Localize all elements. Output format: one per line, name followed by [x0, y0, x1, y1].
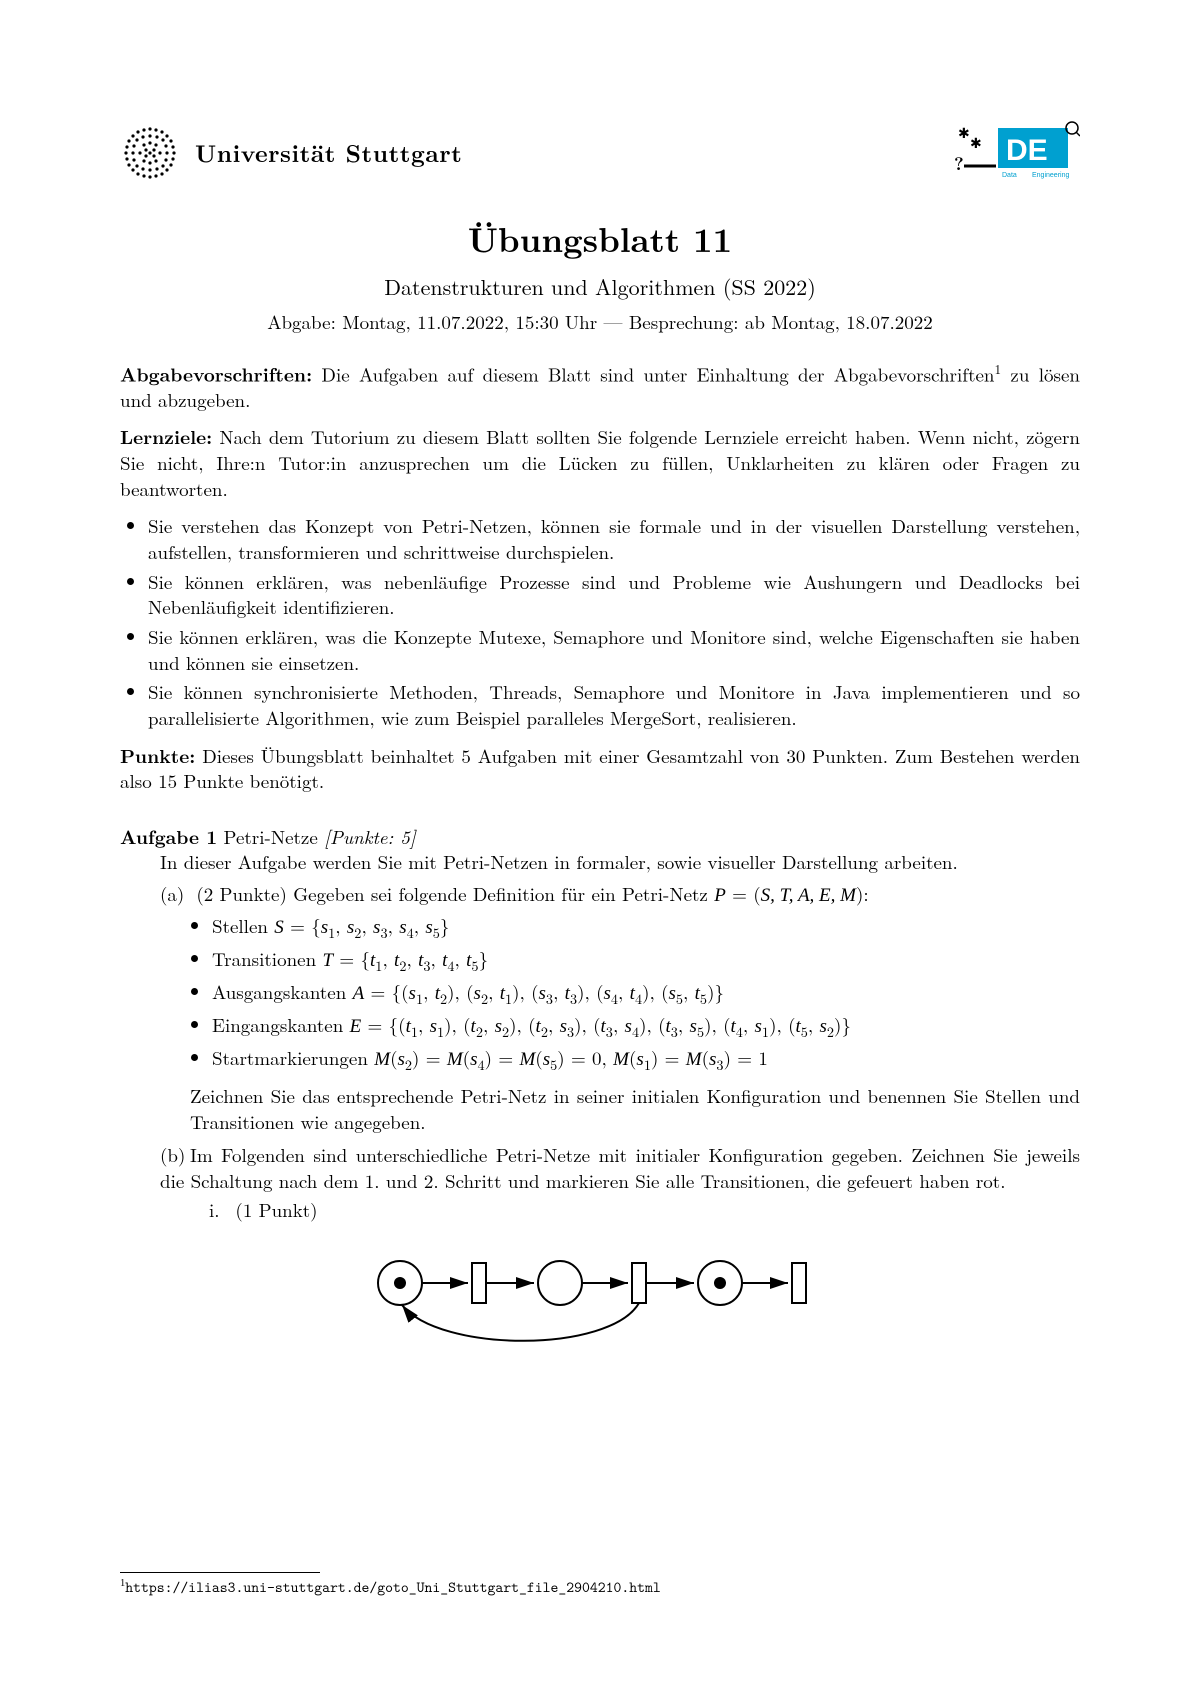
page-dates: Abgabe: Montag, 11.07.2022, 15:30 Uhr — … — [120, 309, 1080, 335]
svg-text:Engineering: Engineering — [1032, 172, 1069, 179]
footnote-rule — [120, 1572, 320, 1573]
page-subtitle: Datenstrukturen und Algorithmen (SS 2022… — [120, 272, 1080, 302]
footer: 1https://ilias3.uni-stuttgart.de/goto_Un… — [120, 1572, 1080, 1597]
ide-logo: ✱ ✱ ? DE Data Engineering — [950, 120, 1080, 186]
list-item: Sie können synchronisierte Methoden, Thr… — [148, 679, 1080, 730]
def-stellen: Stellen S = {s1, s2, s3, s4, s5} — [212, 913, 1080, 943]
def-startmarkierungen: Startmarkierungen M(s2) = M(s4) = M(s5) … — [212, 1045, 1080, 1075]
aufgabe-1a-defs: Stellen S = {s1, s2, s3, s4, s5} Transit… — [190, 913, 1080, 1075]
svg-text:✱: ✱ — [970, 133, 982, 153]
aufgabe-1a: (a) (2 Punkte) Gegeben sei folgende Defi… — [160, 881, 1080, 909]
svg-text:✱: ✱ — [958, 123, 970, 143]
aufgabe-1a-tail: Zeichnen Sie das entsprechende Petri-Net… — [190, 1083, 1080, 1134]
punkte-para: Punkte: Dieses Übungsblatt beinhaltet 5 … — [120, 743, 1080, 794]
list-item: Sie können erklären, was nebenläufige Pr… — [148, 569, 1080, 620]
list-item: Sie können erklären, was die Konzepte Mu… — [148, 624, 1080, 675]
abgabe-label: Abgabevorschriften: — [120, 359, 312, 387]
def-transitionen: Transitionen T = {t1, t2, t3, t4, t5} — [212, 946, 1080, 976]
uni-dots-icon — [120, 123, 180, 183]
uni-logo-block: Universität Stuttgart — [120, 123, 462, 183]
lernziele-para: Lernziele: Nach dem Tutorium zu diesem B… — [120, 424, 1080, 501]
aufgabe-1b-i: i. (1 Punkt) — [190, 1197, 1080, 1223]
abgabe-para: Abgabevorschriften: Die Aufgaben auf die… — [120, 360, 1080, 413]
punkte-label: Punkte: — [120, 741, 195, 769]
lernziele-list: Sie verstehen das Konzept von Petri-Netz… — [120, 513, 1080, 730]
uni-name: Universität Stuttgart — [195, 137, 462, 169]
def-ausgangskanten: Ausgangskanten A = {(s1, t2), (s2, t1), … — [212, 979, 1080, 1009]
svg-text:Data: Data — [1002, 172, 1017, 179]
aufgabe-1b: (b)Im Folgenden sind unterschiedliche Pe… — [160, 1142, 1080, 1193]
page-title: Übungsblatt 11 — [120, 216, 1080, 262]
aufgabe-1-intro: In dieser Aufgabe werden Sie mit Petri-N… — [160, 849, 1080, 875]
aufgabe-1-head: Aufgabe 1 Petri-Netze [Punkte: 5] — [120, 824, 1080, 850]
ide-text: DE — [1006, 134, 1048, 167]
footnote: 1https://ilias3.uni-stuttgart.de/goto_Un… — [120, 1577, 1080, 1597]
lernziele-label: Lernziele: — [120, 422, 212, 450]
def-eingangskanten: Eingangskanten E = {(t1, s1), (t2, s2), … — [212, 1012, 1080, 1042]
header-row: Universität Stuttgart ✱ ✱ ? DE Data Engi… — [120, 120, 1080, 186]
svg-text:?: ? — [954, 151, 964, 176]
page: Universität Stuttgart ✱ ✱ ? DE Data Engi… — [0, 0, 1200, 1697]
list-item: Sie verstehen das Konzept von Petri-Netz… — [148, 513, 1080, 564]
petri-diagram — [120, 1233, 1080, 1369]
